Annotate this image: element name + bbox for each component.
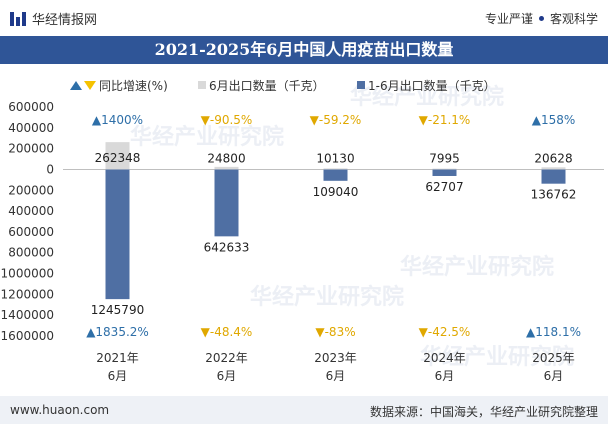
yoy-cumulative-label: ▲1835.2% [86,325,149,339]
bar-cumulative [432,169,457,176]
logo-icon [10,11,26,26]
y-tick-label: 600000 [8,225,54,239]
chart: 华经产业研究院华经产业研究院华经产业研究院华经产业研究院华经产业研究院同比增速(… [1,78,604,383]
bar-monthly [105,142,130,170]
x-tick-label-year: 2022年 [205,351,248,365]
yoy-cumulative-label: ▼-83% [315,325,355,339]
data-label-cumulative: 62707 [425,180,463,194]
bar-cumulative [541,169,566,184]
x-tick-label-month: 6月 [326,369,346,383]
top-bar: 华经情报网 专业严谨 客观科学 [0,0,608,36]
slogan: 专业严谨 客观科学 [485,10,598,27]
watermark: 华经产业研究院 [400,254,554,280]
x-tick-label-month: 6月 [108,369,128,383]
dot-icon [538,16,544,21]
bar-cumulative [323,169,348,181]
x-tick-label-year: 2024年 [423,351,466,365]
x-tick-label-year: 2025年 [532,351,575,365]
slogan-left: 专业严谨 [484,12,533,26]
data-label-cumulative: 642633 [204,240,250,254]
watermark: 华经产业研究院 [420,344,574,370]
y-tick-label: 800000 [8,246,54,260]
bar-monthly [323,168,348,170]
data-label-monthly: 24800 [207,151,245,165]
legend-triangle-down-icon [84,81,96,90]
data-label-monthly: 262348 [95,151,141,165]
yoy-monthly-label: ▼-21.1% [419,113,471,127]
y-tick-label: 400000 [8,204,54,218]
y-tick-label: 400000 [8,121,54,135]
y-tick-label: 1600000 [1,329,54,343]
yoy-monthly-label: ▼-59.2% [310,113,362,127]
data-label-cumulative: 1245790 [91,303,144,317]
bar-cumulative [105,169,130,300]
x-tick-label-year: 2021年 [96,351,139,365]
data-label-monthly: 20628 [534,151,572,165]
bar-cumulative [214,169,239,237]
bar-monthly [214,166,239,170]
y-tick-label: 1400000 [1,308,54,322]
data-label-cumulative: 136762 [531,188,577,202]
x-tick-label-month: 6月 [544,369,564,383]
y-tick-label: 1000000 [1,267,54,281]
brand: 华经情报网 [10,9,97,28]
watermark: 华经产业研究院 [350,84,504,110]
y-tick-label: 1200000 [1,287,54,301]
slogan-right: 客观科学 [549,12,598,26]
bar-monthly [432,168,457,170]
x-tick-label-month: 6月 [435,369,455,383]
legend-label-yoy: 同比增速(%) [99,79,168,93]
yoy-cumulative-label: ▼-48.4% [201,325,253,339]
data-label-cumulative: 109040 [313,185,359,199]
legend-swatch-monthly [198,81,206,89]
brand-name: 华经情报网 [32,13,98,28]
y-tick-label: 0 [46,162,54,176]
bar-monthly [541,167,566,170]
yoy-monthly-label: ▲158% [532,113,576,127]
y-tick-label: 600000 [8,100,54,114]
watermark: 华经产业研究院 [250,284,404,310]
legend-swatch-cumulative [357,81,365,89]
legend-label-cumulative: 1-6月出口数量（千克） [368,78,496,93]
data-label-monthly: 10130 [316,151,354,165]
y-tick-label: 200000 [8,142,54,156]
footer-source: 数据来源：中国海关，华经产业研究院整理 [369,405,598,419]
yoy-cumulative-label: ▼-42.5% [419,325,471,339]
footer-url: www.huaon.com [10,403,110,417]
watermark: 华经产业研究院 [130,124,284,150]
footer: www.huaon.com 数据来源：中国海关，华经产业研究院整理 [0,396,608,424]
chart-title: 2021-2025年6月中国人用疫苗出口数量 [0,36,608,64]
yoy-cumulative-label: ▲118.1% [526,325,581,339]
yoy-monthly-label: ▼-90.5% [201,113,253,127]
y-tick-label: 200000 [8,183,54,197]
legend-triangle-up-icon [70,81,82,90]
data-label-monthly: 7995 [429,151,460,165]
x-tick-label-year: 2023年 [314,351,357,365]
x-tick-label-month: 6月 [217,369,237,383]
yoy-monthly-label: ▲1400% [92,113,143,127]
legend-label-monthly: 6月出口数量（千克） [209,78,325,93]
